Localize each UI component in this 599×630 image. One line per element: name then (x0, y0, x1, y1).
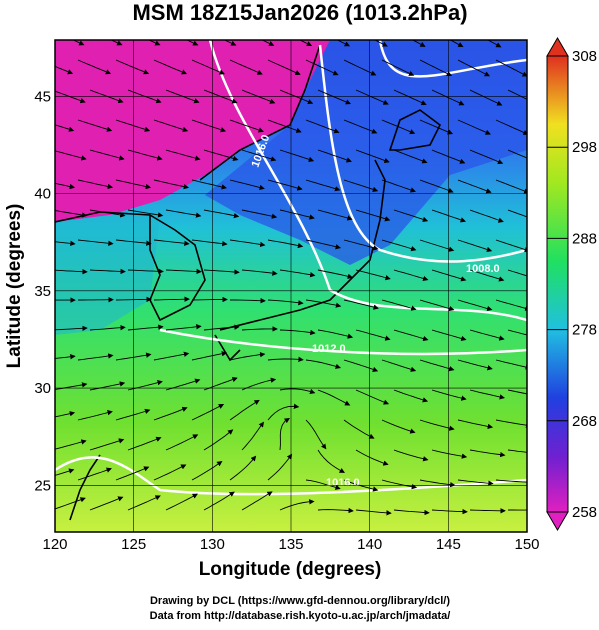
y-tick-label: 40 (34, 186, 51, 203)
contour-label: 1008.0 (466, 263, 500, 275)
y-axis-label: Latitude (degrees) (4, 204, 25, 369)
colorbar-extend-top (547, 38, 568, 56)
y-tick-label: 30 (34, 380, 51, 397)
colorbar-tick-label: 258 (572, 504, 597, 521)
y-tick-label: 35 (34, 283, 51, 300)
x-tick-label: 120 (42, 536, 67, 553)
map-field (40, 30, 543, 532)
x-tick-label: 135 (278, 536, 303, 553)
x-tick-label: 150 (514, 536, 539, 553)
credit: Data from http://database.rish.kyoto-u.a… (150, 610, 451, 622)
x-tick-label: 125 (121, 536, 146, 553)
x-tick-label: 130 (200, 536, 225, 553)
colorbar-tick-label: 288 (572, 230, 597, 247)
x-axis-label: Longitude (degrees) (199, 559, 382, 580)
streamline (192, 300, 227, 301)
contour-label: 1016.0 (326, 477, 360, 489)
colorbar-tick-label: 278 (572, 322, 597, 339)
colorbar (547, 56, 568, 512)
x-tick-label: 145 (436, 536, 461, 553)
credit: Drawing by DCL (https://www.gfd-dennou.o… (150, 595, 450, 607)
contour-label: 1012.0 (312, 343, 346, 355)
y-tick-label: 45 (34, 88, 51, 105)
title: MSM 18Z15Jan2026 (1013.2hPa) (132, 0, 467, 25)
y-tick-label: 25 (34, 477, 51, 494)
x-tick-label: 140 (357, 536, 382, 553)
colorbar-extend-bottom (547, 512, 568, 530)
colorbar-tick-label: 298 (572, 139, 597, 156)
colorbar-tick-label: 268 (572, 413, 597, 430)
colorbar-tick-label: 308 (572, 48, 597, 65)
